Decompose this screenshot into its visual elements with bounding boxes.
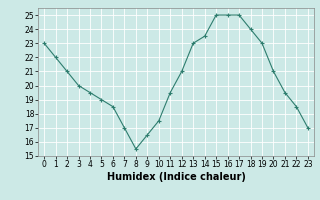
X-axis label: Humidex (Indice chaleur): Humidex (Indice chaleur) <box>107 172 245 182</box>
